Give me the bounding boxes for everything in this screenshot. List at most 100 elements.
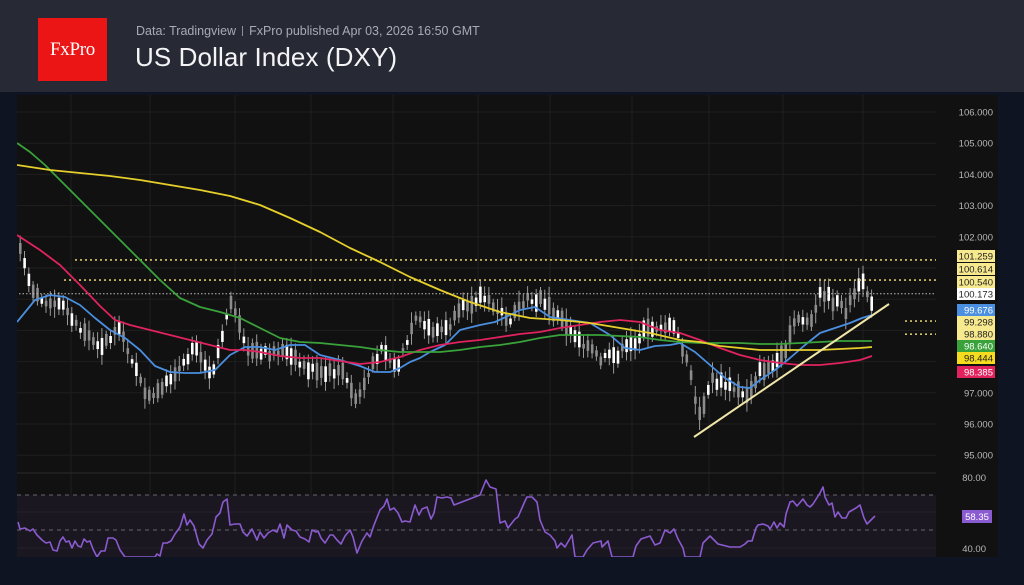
separator: [242, 26, 244, 36]
candle-body: [543, 298, 547, 310]
candle-body: [453, 310, 456, 321]
candle-body: [307, 362, 310, 380]
candle-body: [797, 314, 800, 323]
candle-body: [169, 374, 173, 385]
candle-body: [603, 352, 607, 358]
candle-body: [345, 378, 349, 383]
candle-body: [156, 383, 160, 399]
candle-body: [646, 318, 650, 337]
price-label-bg: [957, 340, 995, 352]
candle-body: [62, 300, 65, 310]
candle-body: [530, 299, 534, 304]
chart-meta: Data: Tradingview FxPro published Apr 03,…: [136, 24, 480, 38]
candle-body: [801, 317, 805, 325]
candle-body: [573, 330, 577, 343]
ma-yellow-line: [16, 164, 873, 351]
y-tick-label: 105.000: [959, 139, 993, 150]
candle-body: [126, 348, 130, 354]
candle-body: [848, 295, 852, 306]
candle-body: [552, 307, 555, 322]
candle-body: [715, 378, 719, 390]
candle-body: [685, 354, 689, 363]
candle-body: [113, 326, 117, 335]
candle-body: [651, 321, 654, 337]
candle-body: [225, 314, 228, 320]
candle-body: [664, 322, 667, 334]
candle-body: [474, 297, 478, 306]
candle-body: [612, 347, 615, 363]
candle-body: [246, 347, 250, 356]
candle-body: [341, 362, 345, 380]
candle-body: [393, 358, 396, 372]
candle-body: [332, 369, 336, 379]
candle-body: [216, 344, 220, 359]
candle-body: [694, 396, 697, 404]
price-label-bg: [957, 276, 995, 288]
candle-body: [466, 301, 469, 312]
ma-red-line: [16, 234, 873, 366]
chart-title: US Dollar Index (DXY): [135, 42, 398, 72]
candle-body: [449, 324, 452, 330]
y-tick-label: 97.000: [964, 388, 993, 399]
fxpro-logo: FxPro: [38, 18, 107, 81]
chart-panel[interactable]: 106.000 105.000 104.000 103.000 102.000 97.00…: [16, 95, 998, 558]
candle-body: [440, 326, 443, 333]
candle-body: [659, 324, 663, 331]
price-label-bg: [957, 328, 995, 340]
candle-body: [599, 356, 603, 366]
candle-body: [375, 353, 379, 364]
candle-body: [139, 376, 142, 384]
y-tick-label: 95.000: [964, 451, 993, 462]
y-tick-label: 104.000: [959, 170, 993, 181]
candle-body: [547, 296, 551, 315]
price-label: 98.444: [964, 354, 993, 365]
logo-text: FxPro: [50, 38, 95, 60]
candle-body: [582, 343, 585, 349]
price-label-bg: [957, 352, 995, 364]
candle-body: [285, 344, 289, 360]
rsi-value-label: 58.35: [965, 512, 989, 523]
candle-body: [277, 350, 280, 357]
candle-body: [633, 338, 637, 351]
candle-body: [36, 287, 39, 302]
candle-body: [160, 381, 164, 395]
candle-body: [109, 336, 112, 344]
candle-body: [771, 360, 775, 372]
candle-body: [328, 363, 332, 376]
candle-body: [49, 298, 52, 309]
candle-body: [707, 384, 710, 395]
y-tick-label: 106.000: [959, 108, 993, 119]
candle-body: [203, 359, 207, 371]
candle-body: [483, 295, 486, 303]
price-label-bg: [957, 366, 995, 378]
trendline-line: [693, 303, 890, 438]
candle-body: [698, 406, 701, 421]
candle-body: [823, 291, 826, 302]
candle-body: [775, 352, 779, 368]
candle-body: [535, 294, 538, 312]
candle-body: [79, 328, 82, 333]
candle-body: [689, 370, 693, 380]
y-tick-label: 96.000: [964, 420, 993, 431]
candle-body: [857, 278, 861, 292]
price-label: 99.676: [964, 306, 993, 317]
candle-body: [569, 325, 572, 335]
data-source: Data: Tradingview: [136, 24, 237, 38]
candle-body: [504, 312, 508, 326]
candle-body: [105, 333, 108, 346]
candle-body: [320, 366, 323, 378]
candle-body: [229, 295, 233, 310]
price-chart[interactable]: 106.000 105.000 104.000 103.000 102.000 97.00…: [16, 95, 998, 558]
candle-body: [461, 299, 465, 311]
candle-body: [19, 242, 22, 254]
candle-body: [268, 350, 271, 362]
candle-body: [431, 326, 435, 338]
candle-body: [74, 319, 78, 326]
y-tick-label: 102.000: [959, 232, 993, 243]
candle-body: [728, 377, 732, 391]
ma-green-line: [16, 142, 872, 353]
candle-body: [40, 297, 44, 304]
candle-body: [173, 367, 177, 382]
candle-body: [487, 295, 491, 304]
candle-body: [397, 359, 400, 372]
